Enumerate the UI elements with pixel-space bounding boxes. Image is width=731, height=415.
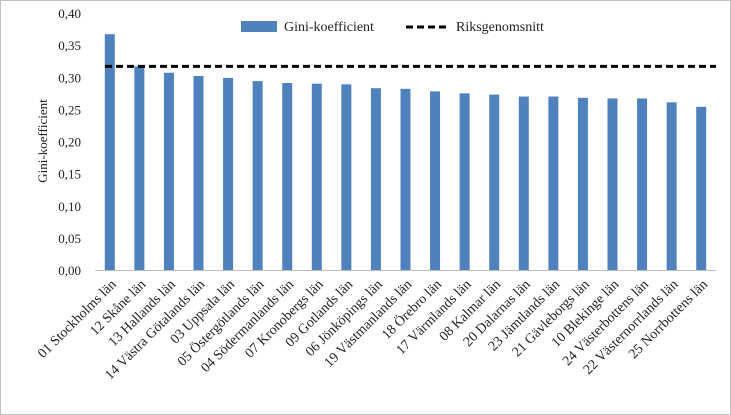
bar [577,97,588,270]
bar [430,91,441,270]
bar [282,83,293,270]
bar [223,77,234,270]
bar [489,94,500,270]
y-axis-title-group: Gini-koefficient [35,99,50,183]
bar [607,98,618,270]
y-tick-label: 0,35 [58,38,81,53]
legend: Gini-koefficient Riksgenomsnitt [241,20,544,35]
bar [666,102,677,271]
y-axis-title: Gini-koefficient [35,99,50,183]
y-tick-label: 0,30 [58,70,81,85]
bar [637,98,648,270]
y-tick-label: 0,40 [58,6,81,21]
y-tick-label: 0,20 [58,135,81,150]
y-tick-label: 0,10 [58,199,81,214]
y-tick-label: 0,25 [58,102,81,117]
bar [104,34,115,270]
legend-label-gini: Gini-koefficient [284,20,374,35]
bar [134,66,145,270]
bars [104,34,707,271]
bar [341,84,352,270]
legend-label-riksgenomsnitt: Riksgenomsnitt [456,20,544,35]
bar [163,72,174,270]
y-tick-label: 0,05 [58,231,81,246]
y-tick-label: 0,15 [58,167,81,182]
bar [252,81,263,270]
bar [370,88,381,270]
bar [193,75,204,270]
y-tick-labels: 0,00 0,05 0,10 0,15 0,20 0,25 0,30 0,35 0,40 [58,6,81,278]
bar [400,88,411,270]
bar [459,93,470,270]
bar [696,106,707,271]
y-tick-label: 0,00 [58,263,81,278]
bar [548,96,559,271]
bar [518,96,529,271]
legend-swatch-gini [241,21,277,32]
bar [311,83,322,270]
